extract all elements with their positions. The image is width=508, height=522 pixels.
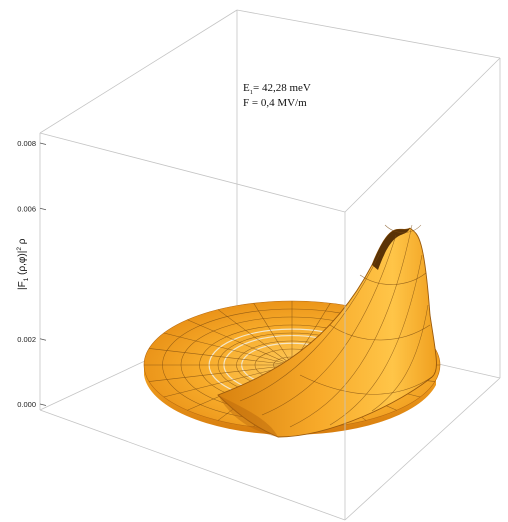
peak-mesh-line — [329, 324, 431, 341]
mesh-radial — [163, 332, 293, 366]
z-axis-ticks: 0.000 0.002 0.006 0.008 — [17, 139, 47, 409]
z-tick-label: 0.006 — [17, 204, 36, 213]
peak-mesh-line — [371, 304, 429, 412]
peak-mesh-line — [384, 224, 422, 233]
surface-plot — [143, 224, 441, 438]
plot-annotation: E1= 42,28 meV F = 0,4 MV/m — [243, 82, 311, 109]
z-tick-mark — [39, 338, 47, 341]
mesh-radial — [149, 364, 293, 382]
peak-mesh-line — [239, 252, 381, 402]
z-tick-mark — [39, 207, 47, 211]
peak-mesh-line — [289, 224, 413, 428]
peak-crest — [372, 228, 410, 270]
field-annotation: F = 0,4 MV/m — [243, 97, 307, 109]
peak-mesh-line — [329, 254, 423, 426]
mesh-radial — [149, 348, 293, 366]
peak-mesh-line — [359, 272, 427, 285]
z-tick-mark — [39, 403, 47, 406]
mesh-radial — [187, 319, 293, 366]
z-tick-mark — [39, 142, 47, 145]
peak-mesh-line — [299, 374, 433, 395]
z-tick-label: 0.000 — [17, 400, 36, 409]
z-tick-label: 0.008 — [17, 139, 36, 148]
energy-annotation: E1= 42,28 meV — [243, 82, 311, 96]
plot-box-front — [39, 57, 501, 521]
mesh-radial — [217, 309, 293, 366]
z-axis-label: |F1 (ρ,φ)|2 ρ — [16, 238, 30, 290]
peak-mesh-line — [261, 234, 397, 416]
z-tick-label: 0.002 — [17, 335, 36, 344]
surface-peak — [217, 227, 437, 438]
mesh-radial — [253, 303, 293, 366]
peak-shadow — [218, 395, 278, 437]
